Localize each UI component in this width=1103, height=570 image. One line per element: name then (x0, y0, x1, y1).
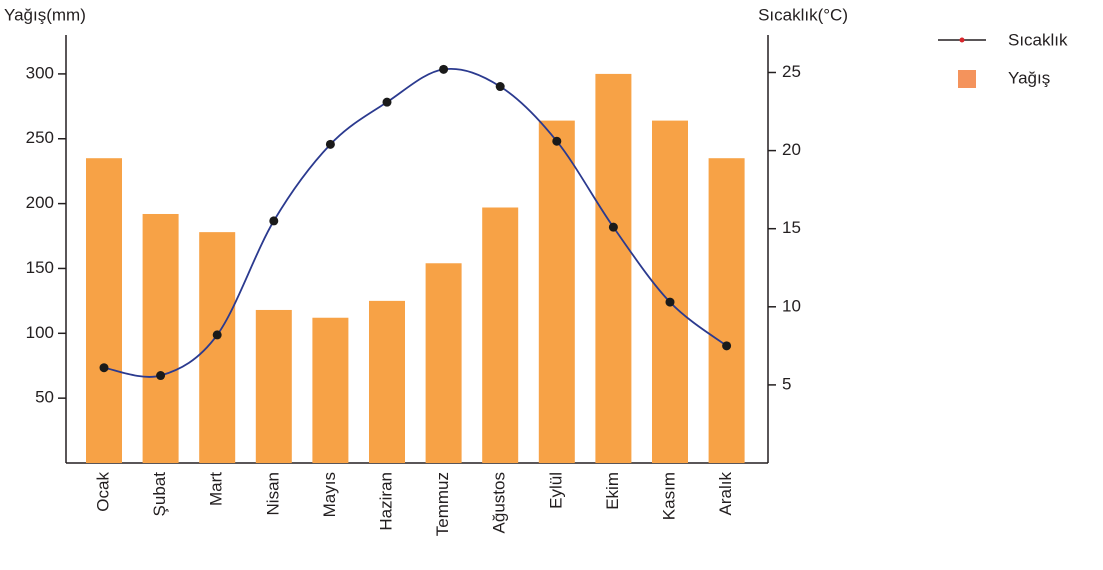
bar (538, 120, 575, 463)
bar (369, 300, 405, 463)
point (382, 97, 392, 107)
y-tick-label: 50 (35, 388, 54, 407)
x-tick-label: Kasım (659, 472, 678, 520)
point (552, 136, 562, 146)
y-tick-label: 150 (26, 258, 54, 277)
point (325, 139, 335, 149)
point (665, 297, 675, 307)
bar (199, 232, 236, 463)
point (722, 341, 732, 351)
bar (595, 73, 632, 463)
legend-dot (959, 37, 965, 43)
x-tick-label: Mayıs (320, 472, 339, 517)
bar (255, 309, 292, 463)
x-tick-label: Şubat (150, 472, 169, 517)
bar (142, 213, 179, 463)
point (495, 82, 505, 92)
y2-tick-label: 10 (782, 296, 801, 315)
y-tick-label: 100 (26, 323, 54, 342)
y2-axis-title: Sıcaklık(°C) (758, 5, 848, 24)
x-tick-label: Aralık (716, 472, 735, 516)
y-tick-label: 200 (26, 193, 54, 212)
x-tick-label: Temmuz (433, 472, 452, 536)
x-tick-label: Ekim (603, 472, 622, 510)
x-tick-label: Haziran (376, 472, 395, 531)
y2-tick-label: 20 (782, 140, 801, 159)
bar (86, 158, 122, 463)
point (439, 64, 449, 74)
x-tick-label: Nisan (263, 472, 282, 515)
legend-label: Sıcaklık (1008, 30, 1068, 49)
point (156, 371, 166, 381)
bar (425, 263, 462, 463)
point (212, 330, 222, 340)
x-tick-label: Ağustos (490, 472, 509, 533)
legend-label: Yağış (1008, 68, 1050, 87)
y-axis-title: Yağış(mm) (4, 5, 86, 24)
point (269, 216, 279, 226)
bar (312, 317, 349, 463)
bar (708, 158, 745, 463)
y-tick-label: 300 (26, 63, 54, 82)
x-tick-label: Eylül (546, 472, 565, 509)
bar (652, 120, 688, 463)
legend: Sıcaklık Yağış (938, 30, 1068, 88)
x-tick-label: Ocak (93, 472, 112, 512)
x-tick-label: Mart (207, 472, 226, 506)
bar (482, 207, 519, 463)
line (103, 67, 728, 378)
point (608, 222, 618, 232)
point (99, 363, 109, 373)
legend-swatch (958, 70, 976, 88)
y2-tick-label: 25 (782, 62, 801, 81)
y-tick-label: 250 (26, 128, 54, 147)
y2-tick-label: 5 (782, 374, 791, 393)
y2-tick-label: 15 (782, 218, 801, 237)
